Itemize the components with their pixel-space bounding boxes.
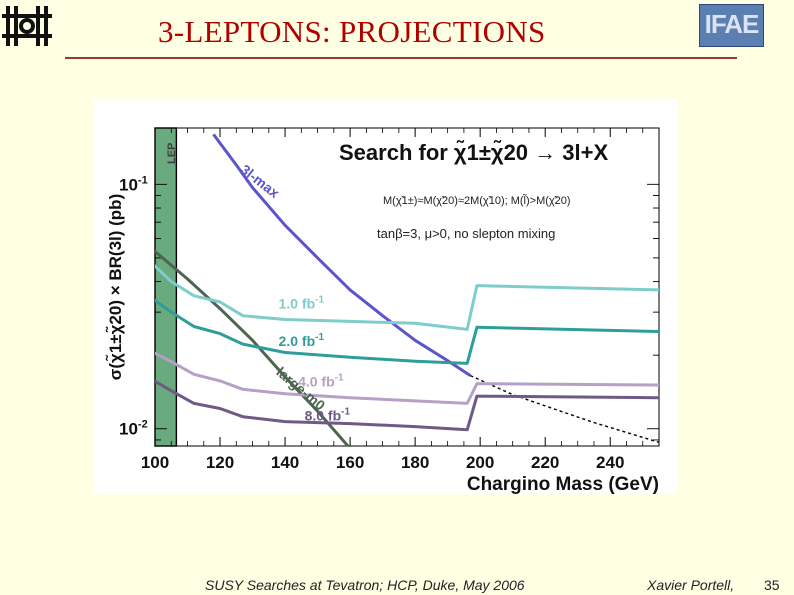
series-1-0-fb-1 <box>155 264 659 331</box>
series-8-0-fb-1 <box>155 379 659 432</box>
x-tick-label: 200 <box>466 453 494 472</box>
footer-author: Xavier Portell, <box>647 577 735 593</box>
curve-label-exponent: -1 <box>315 295 324 306</box>
chart-subtitle-masses: M(χ̃1±)≈M(χ̃20)≈2M(χ̃10); M(l̃)>M(χ̃20) <box>383 194 571 207</box>
y-axis-label: σ(χ̃1±χ̃20) × BR(3l) (pb) <box>105 194 125 380</box>
curve-label-exponent: -1 <box>335 372 344 383</box>
ifae-logo: IFAE <box>699 4 764 47</box>
series-3l-max-extrapolation <box>470 374 659 443</box>
x-tick-label: 100 <box>141 453 169 472</box>
chart-panel: LEP 100 120 140 160 180 200 220 240 10-1 10-2 3l-ma… <box>93 100 677 494</box>
lep-label: LEP <box>166 143 178 164</box>
x-axis-label: Chargino Mass (GeV) <box>467 474 659 494</box>
series-3l-max <box>212 133 472 377</box>
slide-title: 3-LEPTONS: PROJECTIONS <box>158 14 546 49</box>
chart-subtitle-params: tanβ=3, μ>0, no slepton mixing <box>377 226 555 241</box>
curves-group <box>155 133 659 446</box>
y-tick-exponent: -1 <box>138 174 148 186</box>
page-number: 35 <box>764 577 780 593</box>
curve-label-8-0-fb-1: 8.0 fb-1 <box>305 407 351 424</box>
curve-label-exponent: -1 <box>341 407 350 418</box>
x-tick-label: 120 <box>206 453 234 472</box>
curve-label-1-0-fb-1: 1.0 fb-1 <box>279 295 325 312</box>
x-tick-label: 220 <box>531 453 559 472</box>
chart-title: Search for χ̃1±χ̃20 → 3l+X <box>339 140 608 165</box>
curve-label-2-0-fb-1: 2.0 fb-1 <box>279 332 325 349</box>
y-tick-label: 10-1 <box>119 174 148 194</box>
series-4-0-fb-1 <box>155 351 659 405</box>
curve-label-exponent: -1 <box>315 332 324 343</box>
x-tick-label: 160 <box>336 453 364 472</box>
series-2-0-fb-1 <box>155 298 659 365</box>
footer-event: SUSY Searches at Tevatron; HCP, Duke, Ma… <box>205 577 525 593</box>
x-tick-label: 180 <box>401 453 429 472</box>
lep-exclusion-band <box>154 127 178 447</box>
y-tick-label: 10-2 <box>119 419 148 439</box>
title-rule <box>65 57 737 59</box>
y-tick-exponent: -2 <box>138 419 148 431</box>
x-tick-label: 240 <box>596 453 624 472</box>
series-large-m0 <box>155 249 350 446</box>
curve-label-4-0-fb-1: 4.0 fb-1 <box>298 372 344 389</box>
fermilab-logo <box>2 6 52 46</box>
ifae-logo-text: IFAE <box>704 9 760 39</box>
x-tick-label: 140 <box>271 453 299 472</box>
